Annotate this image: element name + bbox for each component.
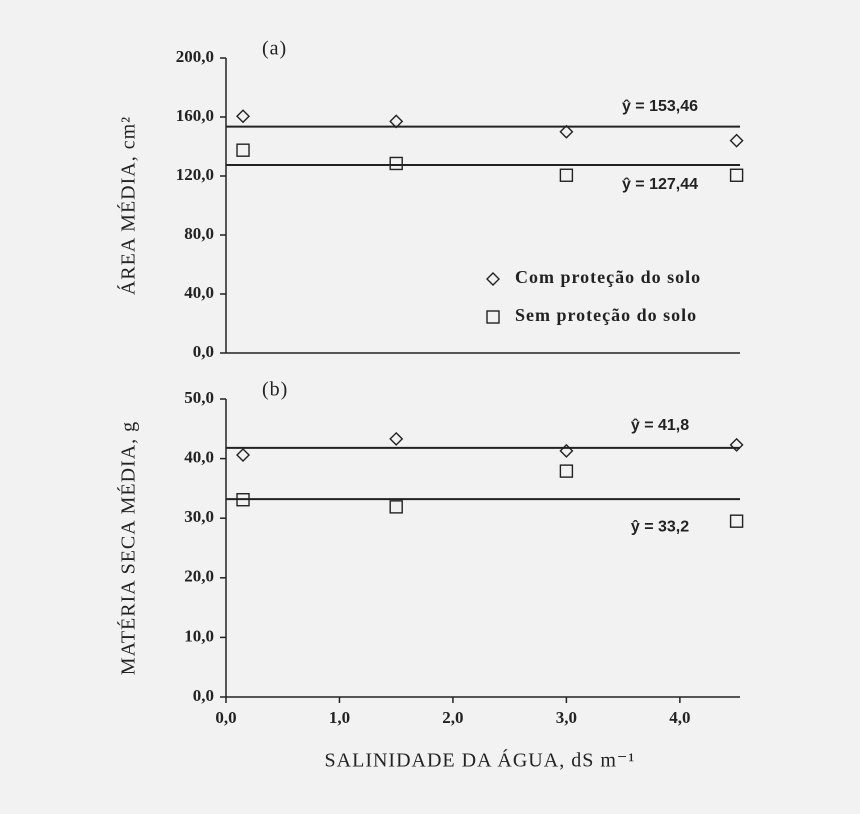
y-tick-label: 40,0 [184, 283, 214, 302]
y-tick-label: 40,0 [184, 448, 214, 467]
x-tick-label: 4,0 [669, 708, 690, 727]
point [236, 493, 250, 507]
x-tick-label: 3,0 [556, 708, 577, 727]
x-tick-label: 2,0 [442, 708, 463, 727]
point [389, 156, 403, 171]
y-tick-label: 200,0 [176, 47, 214, 66]
point [729, 437, 744, 452]
point [559, 443, 574, 458]
y-axis-title: ÁREA MÉDIA, cm² [117, 116, 140, 295]
legend-label: Com proteção do solo [515, 267, 701, 287]
panel-label: (b) [262, 379, 288, 401]
y-tick-label: 50,0 [184, 388, 214, 407]
y-tick-label: 10,0 [184, 626, 214, 645]
y-tick-label: 30,0 [184, 507, 214, 526]
point [559, 464, 574, 478]
x-tick-label: 0,0 [215, 708, 236, 727]
point [729, 133, 744, 148]
point [729, 514, 744, 528]
point [236, 448, 251, 463]
point [486, 310, 500, 324]
x-axis-title: SALINIDADE DA ÁGUA, dS m⁻¹ [325, 749, 636, 772]
y-tick-label: 20,0 [184, 567, 214, 586]
point [389, 431, 404, 446]
equation: ŷ = 41,8 [631, 417, 689, 434]
point [559, 124, 574, 139]
point [236, 109, 251, 124]
legend-label: Sem proteção do solo [515, 305, 697, 325]
panel-label: (a) [262, 38, 287, 60]
point [236, 143, 250, 157]
y-tick-label: 120,0 [176, 165, 214, 184]
point [389, 114, 404, 129]
point [559, 168, 574, 182]
x-tick-label: 1,0 [329, 708, 350, 727]
point [729, 168, 744, 182]
point [389, 500, 403, 514]
equation: ŷ = 127,44 [622, 176, 698, 193]
y-tick-label: 80,0 [184, 224, 214, 243]
equation: ŷ = 153,46 [622, 98, 698, 115]
y-tick-label: 0,0 [193, 342, 214, 361]
y-tick-label: 0,0 [193, 686, 214, 705]
equation: ŷ = 33,2 [631, 518, 689, 535]
y-tick-label: 160,0 [176, 106, 214, 125]
point [486, 272, 500, 286]
y-axis-title: MATÉRIA SECA MÉDIA, g [117, 421, 140, 675]
